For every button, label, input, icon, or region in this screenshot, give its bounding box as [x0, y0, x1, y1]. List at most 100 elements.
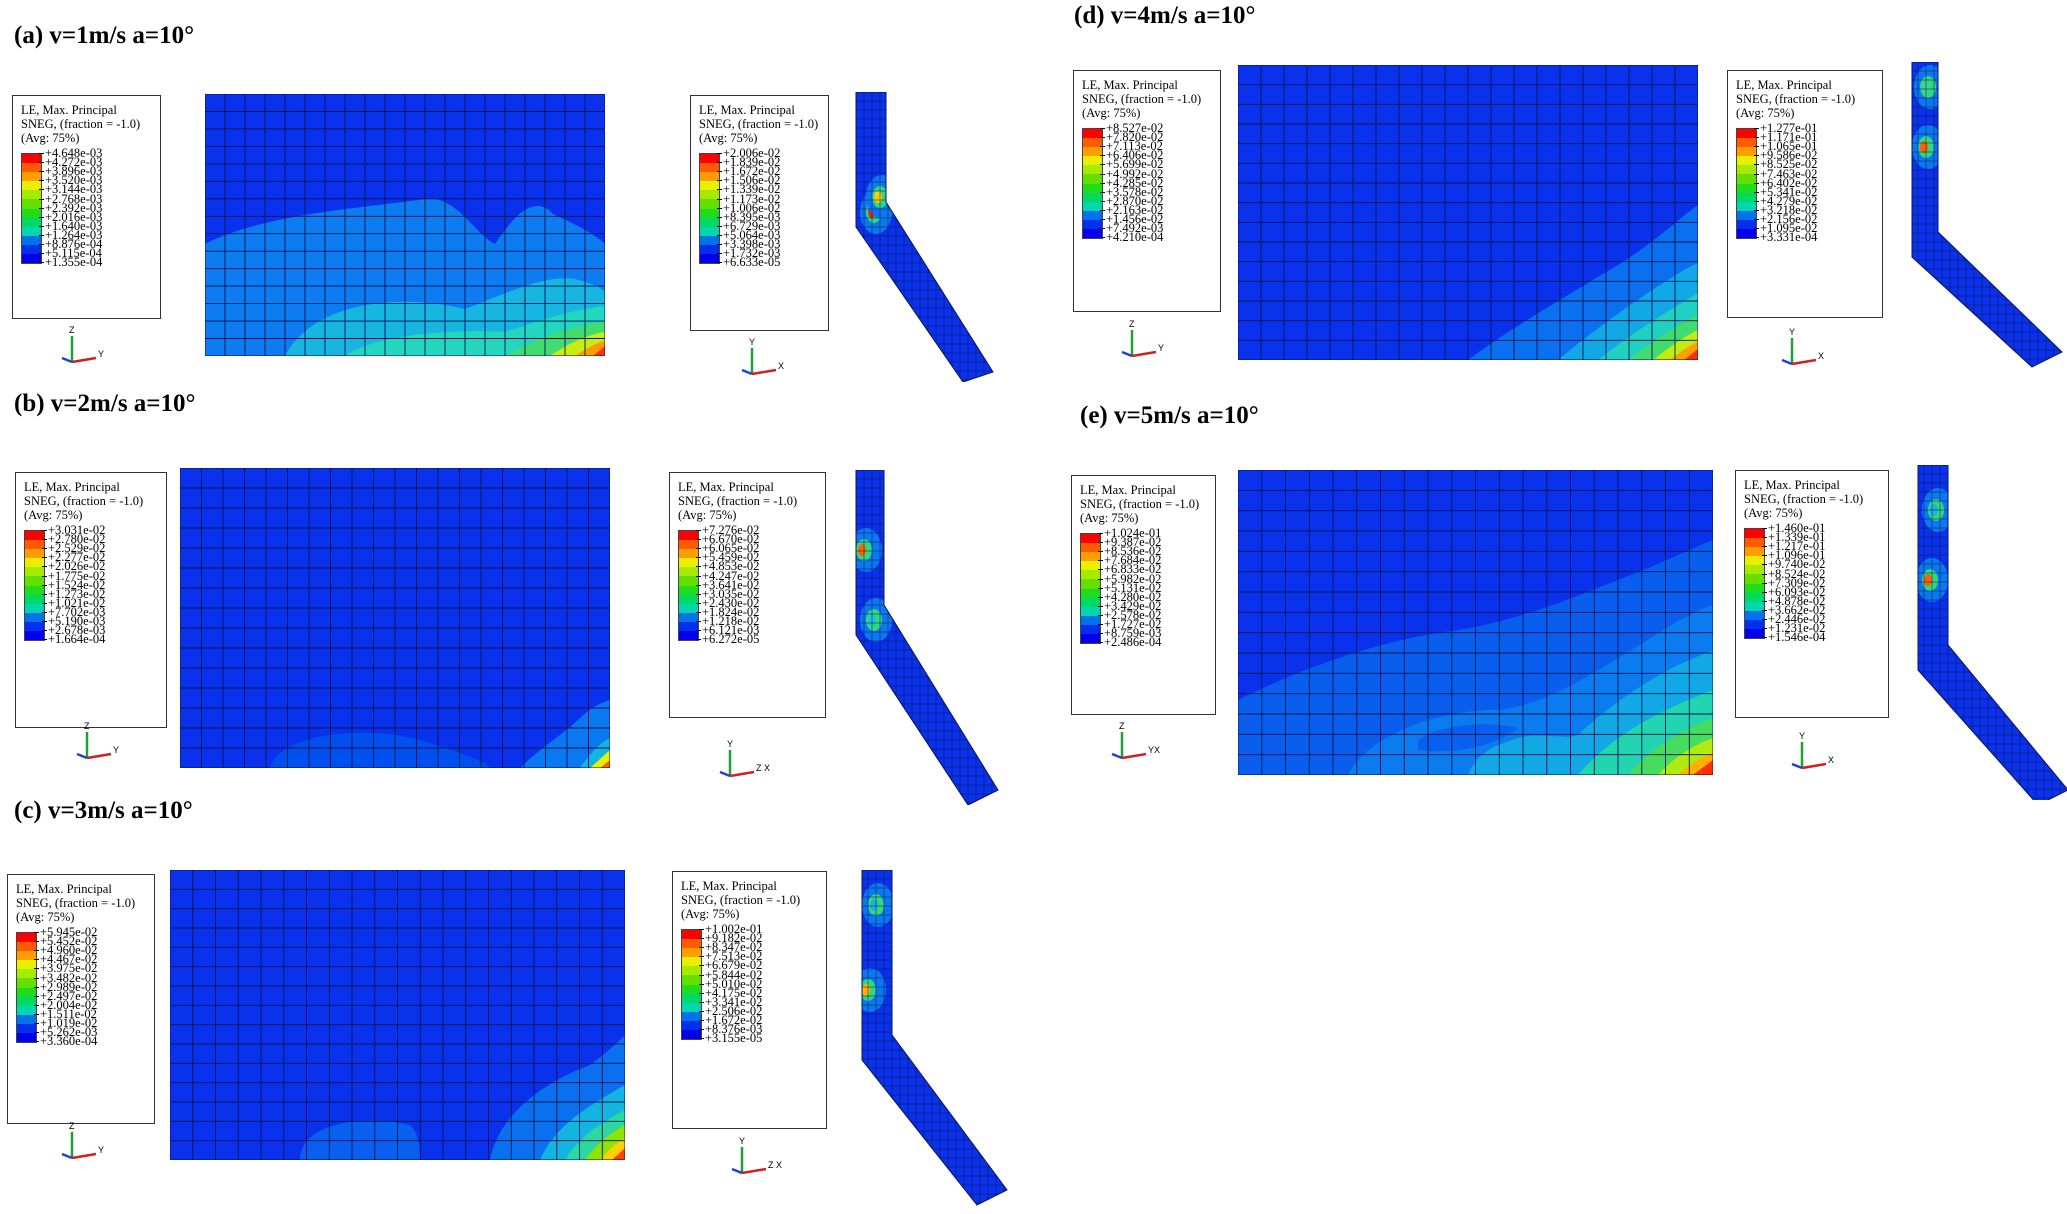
strain-contour-region: [1418, 724, 1518, 752]
legend-color-band: [17, 996, 36, 1006]
axis-label: Y: [1158, 343, 1164, 353]
legend-header-line: SNEG, (fraction = -1.0): [16, 896, 136, 910]
legend-value-label: +6.670e-02: [695, 532, 760, 547]
legend-value-label: +1.065e-01: [1753, 139, 1818, 154]
axis-depth: [1781, 358, 1793, 366]
legend-value-label: +1.264e-03: [38, 227, 103, 242]
legend-value-label: +1.231e-02: [1761, 621, 1826, 636]
legend-value-label: +2.780e-02: [41, 532, 106, 547]
legend-color-band: [1083, 174, 1102, 184]
legend-color-band: [679, 621, 698, 632]
strain-contour-region: [593, 346, 605, 356]
legend-color-band: [17, 978, 36, 988]
axis-label: Z X: [756, 763, 770, 773]
legend-header-line: (Avg: 75%): [1736, 106, 1795, 120]
legend-color-band: [22, 199, 41, 209]
legend-value-label: +2.392e-03: [38, 200, 103, 215]
axis-depth: [1791, 762, 1803, 770]
legend-color-bar: [16, 932, 37, 1044]
legend-color-band: [1081, 615, 1100, 625]
bracket-contour-b: [855, 470, 999, 805]
legend-header-line: (Avg: 75%): [678, 508, 737, 522]
legend-color-band: [700, 172, 719, 182]
legend-header-line: LE, Max. Principal: [681, 879, 777, 893]
legend-color-band: [679, 558, 698, 568]
legend-value-label: +3.155e-05: [698, 1031, 763, 1046]
legend-color-band: [25, 585, 44, 595]
legend-value-label: +1.727e-02: [1097, 617, 1162, 631]
legend-value-label: +1.839e-02: [716, 155, 781, 170]
legend-color-band: [682, 1002, 701, 1012]
legend-value-label: +8.347e-02: [698, 940, 763, 955]
legend-color-band: [25, 531, 44, 541]
legend-value-label: +5.982e-02: [1097, 571, 1162, 586]
legend-header-line: (Avg: 75%): [1080, 511, 1139, 525]
legend-c-plate: LE, Max. Principal SNEG, (fraction = -1.0…: [7, 874, 155, 1124]
legend-e-bracket: LE, Max. Principal SNEG, (fraction = -1.0…: [1735, 470, 1889, 718]
legend-color-band: [17, 933, 36, 943]
plate-contour-e: [1238, 470, 1713, 775]
panel-a-title: (a) v=1m/s a=10°: [14, 22, 195, 49]
legend-color-band: [679, 531, 698, 541]
legend-color-band: [1737, 210, 1756, 220]
axis-triad-icon: Y Z X: [719, 739, 770, 778]
legend-value-label: +1.524e-02: [41, 577, 106, 592]
legend-value-label: +6.065e-02: [695, 541, 760, 556]
legend-color-band: [1745, 547, 1764, 557]
legend-value-label: +6.833e-02: [1097, 562, 1162, 577]
bracket-outline: [1911, 62, 2063, 368]
legend-color-band: [17, 960, 36, 970]
legend-value-label: +3.429e-02: [1097, 598, 1162, 613]
legend-value-label: +4.280e-02: [1097, 589, 1162, 604]
legend-color-band: [1081, 543, 1100, 553]
legend-value-label: +1.096e-01: [1761, 548, 1826, 563]
legend-value-label: +4.285e-02: [1099, 175, 1164, 190]
legend-value-label: +5.452e-02: [33, 934, 98, 949]
legend-color-band: [25, 576, 44, 586]
legend-color-band: [679, 603, 698, 613]
axis-depth: [719, 770, 731, 778]
legend-value-label: +1.355e-04: [38, 255, 103, 270]
legend-color-band: [17, 987, 36, 997]
legend-header-line: LE, Max. Principal: [678, 480, 774, 494]
legend-value-label: +2.006e-02: [716, 146, 781, 160]
axis-depth: [1121, 350, 1133, 358]
strain-contour-region: [575, 340, 605, 356]
legend-value-label: +4.272e-03: [38, 155, 103, 170]
legend-color-band: [700, 244, 719, 255]
axis-label: Y: [1789, 327, 1795, 337]
axis-label: X: [1818, 351, 1824, 361]
legend-header: LE, Max. Principal SNEG, (fraction = -1.0…: [21, 103, 152, 145]
legend-value-label: +7.309e-02: [1761, 575, 1826, 590]
axis-right: [1131, 350, 1157, 358]
legend-color-band: [682, 975, 701, 985]
legend-value-label: +1.640e-03: [38, 218, 103, 233]
legend-value-label: +8.524e-02: [1761, 566, 1826, 581]
axis-right: [71, 1152, 97, 1160]
legend-color-band: [682, 966, 701, 976]
legend-value-label: +5.699e-02: [1099, 157, 1164, 172]
legend-value-label: +4.467e-02: [33, 952, 98, 967]
axis-label: Y: [113, 745, 119, 755]
legend-color-band: [1083, 229, 1102, 239]
legend-color-band: [22, 244, 41, 255]
legend-value-label: +9.387e-02: [1097, 535, 1162, 550]
legend-color-bar: [699, 153, 720, 265]
legend-a-bracket: LE, Max. Principal SNEG, (fraction = -1.0…: [690, 95, 829, 331]
legend-value-label: +3.218e-02: [1753, 202, 1818, 217]
bracket-outline: [855, 470, 999, 805]
legend-value-label: +2.163e-02: [1099, 202, 1164, 217]
legend-color-band: [17, 951, 36, 961]
axis-label: Z: [1119, 721, 1125, 731]
legend-color-bar: [21, 153, 42, 265]
legend-color-band: [1737, 129, 1756, 139]
panel-b-title: (b) v=2m/s a=10°: [14, 390, 196, 417]
strain-hotspot-core: [858, 544, 866, 556]
legend-color-band: [679, 540, 698, 550]
legend-color-band: [1737, 201, 1756, 211]
legend-color-band: [1737, 165, 1756, 175]
legend-color-band: [1081, 570, 1100, 580]
legend-value-label: +2.870e-02: [1099, 193, 1164, 208]
legend-header-line: LE, Max. Principal: [699, 103, 795, 117]
legend-header-line: SNEG, (fraction = -1.0): [678, 494, 798, 508]
